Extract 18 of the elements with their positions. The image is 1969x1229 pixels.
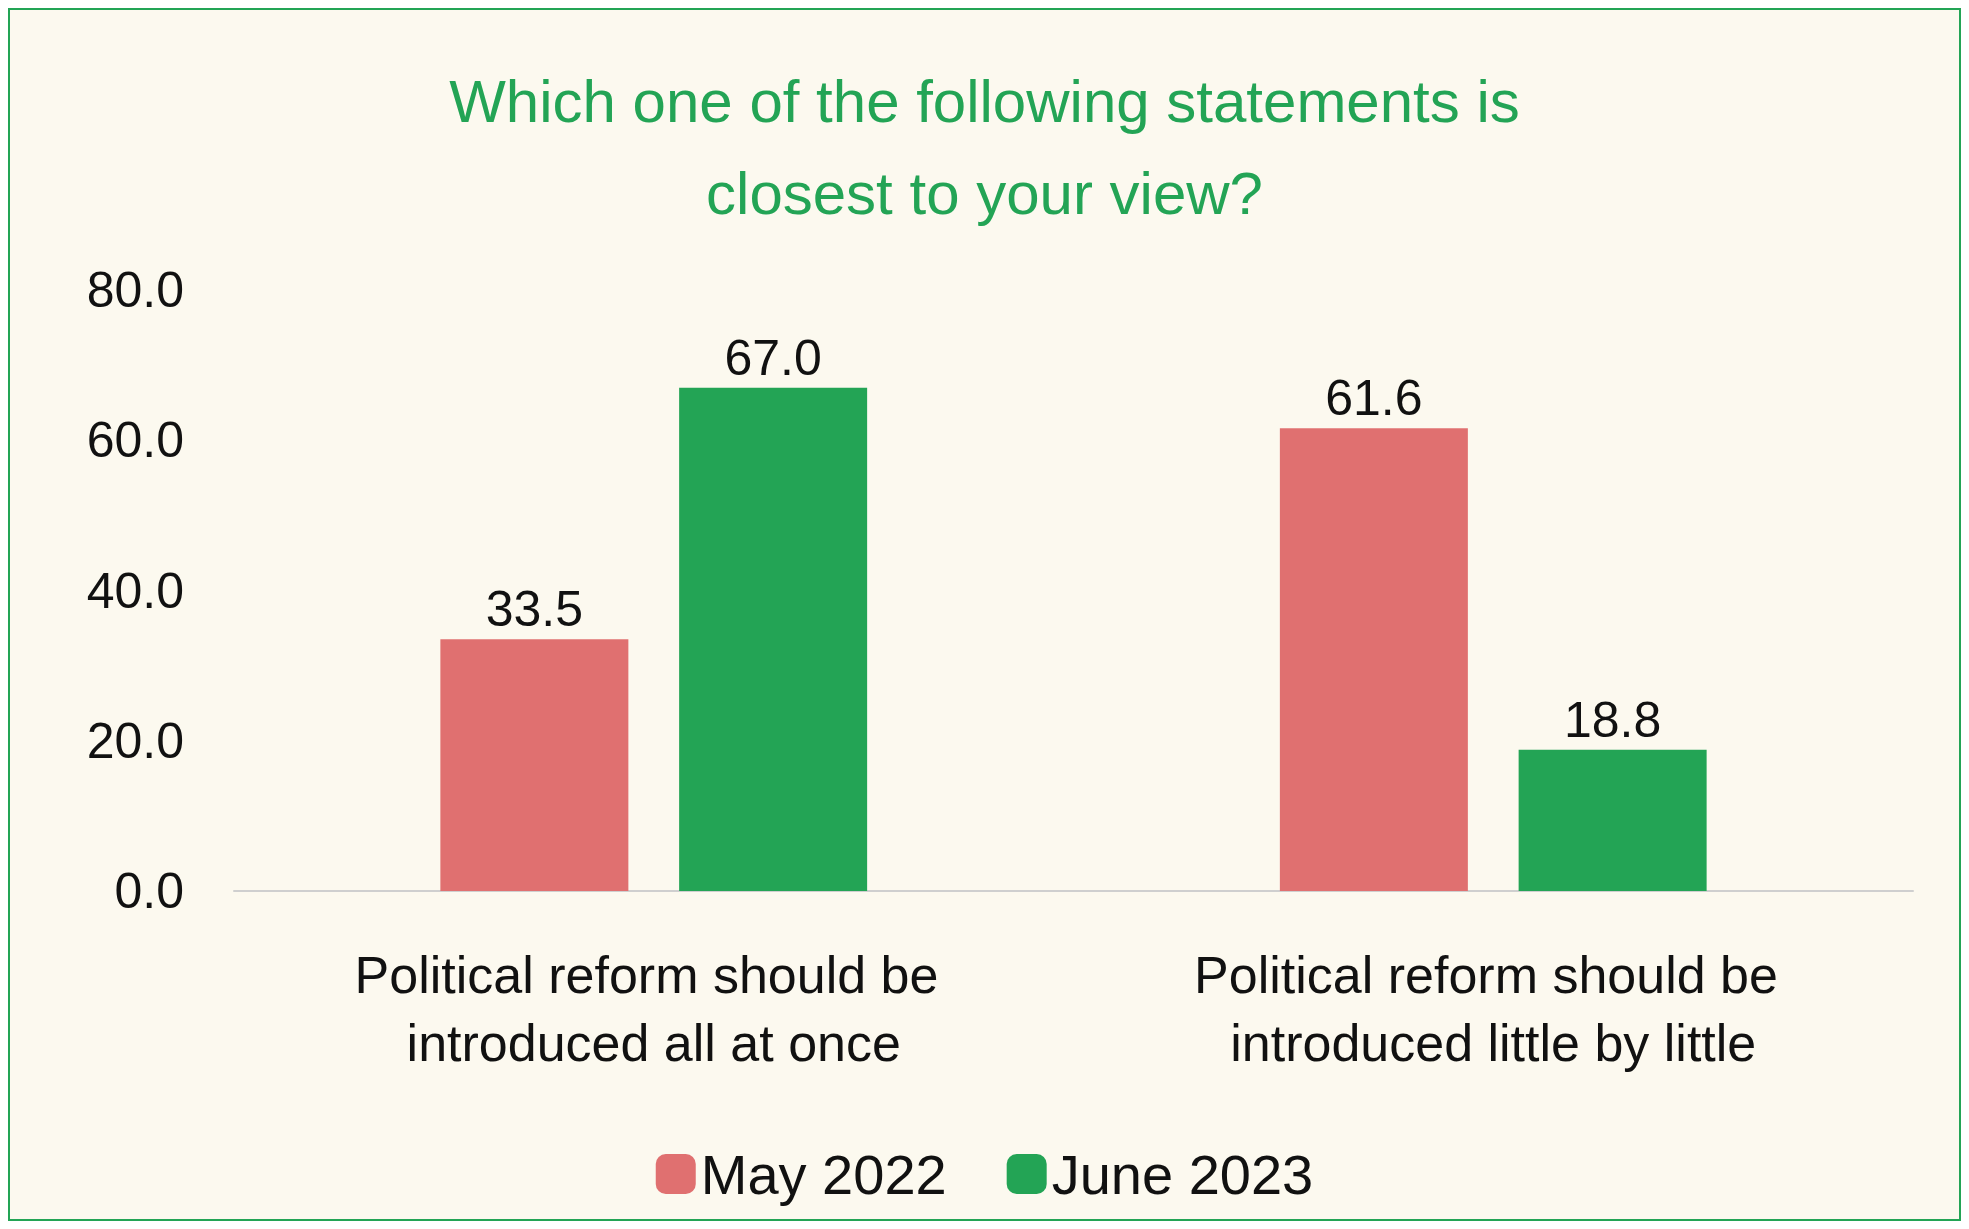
y-tick-label: 20.0 [86, 712, 184, 769]
bar [440, 639, 629, 891]
bar [1518, 749, 1707, 891]
legend-label: May 2022 [700, 1142, 947, 1206]
data-label: 61.6 [1325, 370, 1423, 427]
data-label: 18.8 [1563, 691, 1662, 748]
bar [679, 387, 868, 891]
y-tick-label: 80.0 [86, 262, 184, 318]
data-label: 67.0 [724, 329, 822, 386]
chart-title: Which one of the following statements is closest to your view? [449, 67, 1520, 227]
legend-label: June 2023 [1051, 1142, 1314, 1206]
y-tick-label: 0.0 [114, 863, 184, 919]
y-tick-label: 40.0 [86, 562, 184, 619]
bar [1279, 428, 1468, 891]
data-label: 33.5 [485, 581, 584, 638]
x-tick-label: Political reform should be introduced all at once [354, 946, 953, 1072]
x-tick-label: Political reform should be introduced little by little [1194, 946, 1793, 1072]
y-tick-label: 60.0 [86, 412, 184, 469]
